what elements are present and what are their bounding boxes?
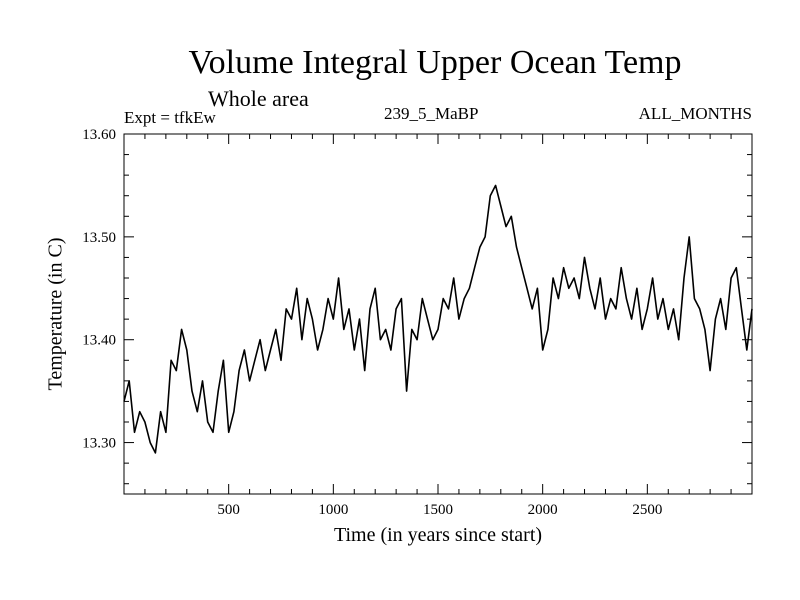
run-label: 239_5_MaBP bbox=[384, 104, 479, 123]
y-axis-label: Temperature (in C) bbox=[44, 237, 67, 391]
temperature-series-line bbox=[123, 184, 753, 454]
y-tick-label: 13.60 bbox=[82, 127, 116, 143]
y-tick-label: 13.50 bbox=[82, 230, 116, 246]
months-label: ALL_MONTHS bbox=[638, 104, 752, 123]
chart-title: Volume Integral Upper Ocean Temp bbox=[188, 44, 682, 81]
x-tick-label: 1000 bbox=[318, 502, 348, 518]
x-tick-label: 2500 bbox=[632, 502, 662, 518]
x-tick-label: 2000 bbox=[528, 502, 558, 518]
plot-frame bbox=[123, 133, 753, 495]
y-tick-label: 13.30 bbox=[82, 436, 116, 452]
chart-subtitle: Whole area bbox=[208, 86, 309, 111]
y-tick-label: 13.40 bbox=[82, 333, 116, 349]
x-axis-label: Time (in years since start) bbox=[333, 524, 543, 546]
x-tick-label: 1500 bbox=[423, 502, 453, 518]
experiment-label: Expt = tfkEw bbox=[124, 108, 216, 127]
x-tick-label: 500 bbox=[217, 502, 240, 518]
